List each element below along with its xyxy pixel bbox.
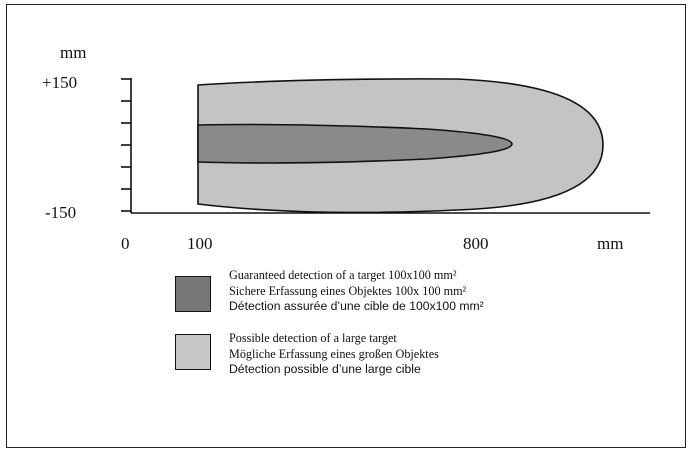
detection-zone-diagram: mm +150 -150 0 100 800 mm xyxy=(42,43,650,253)
legend-guaranteed-en: Guaranteed detection of a target 100x100… xyxy=(229,268,457,282)
y-axis-unit: mm xyxy=(60,43,86,62)
x-axis-label-0: 0 xyxy=(121,234,130,253)
legend-swatch-possible xyxy=(175,334,211,370)
legend-text-guaranteed: Guaranteed detection of a target 100x100… xyxy=(229,268,649,315)
legend-possible-fr: Détection possible d’une large cible xyxy=(229,362,421,377)
diagram-frame: mm +150 -150 0 100 800 mm Guaranteed det… xyxy=(6,4,686,448)
x-axis-label-800: 800 xyxy=(463,234,489,253)
y-axis-bottom-label: -150 xyxy=(45,203,76,222)
guaranteed-detection-zone xyxy=(197,123,513,164)
legend-guaranteed-fr: Détection assurée d’une cible de 100x100… xyxy=(229,299,484,314)
legend-possible-en: Possible detection of a large target xyxy=(229,331,397,345)
legend-swatch-guaranteed xyxy=(175,276,211,312)
y-axis-ticks xyxy=(121,78,131,212)
x-axis-label-100: 100 xyxy=(187,234,213,253)
legend-guaranteed-de: Sichere Erfassung eines Objektes 100x 10… xyxy=(229,283,467,298)
x-axis-unit: mm xyxy=(597,234,623,253)
y-axis-top-label: +150 xyxy=(42,73,77,92)
legend-possible-de: Mögliche Erfassung eines großen Objektes xyxy=(229,346,439,361)
legend-text-possible: Possible detection of a large target Mög… xyxy=(229,331,649,378)
